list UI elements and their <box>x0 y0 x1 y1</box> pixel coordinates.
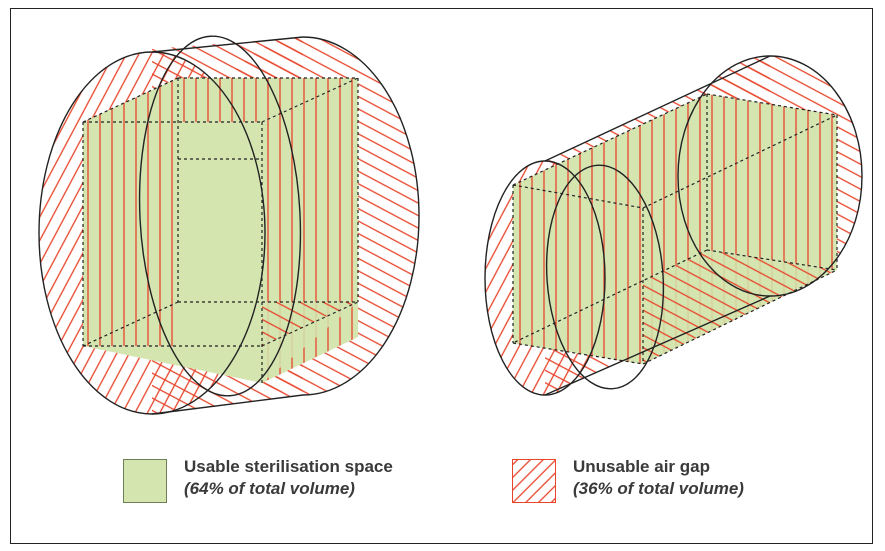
usable-space-title: Usable sterilisation space <box>184 457 393 476</box>
left-cylinder-outline <box>38 35 420 415</box>
air-gap-title: Unusable air gap <box>573 457 710 476</box>
air-gap-legend: Unusable air gap (36% of total volume) <box>573 456 744 500</box>
left-box-top-hatch <box>83 78 358 122</box>
right-cylinder <box>484 55 863 396</box>
air-gap-subtitle: (36% of total volume) <box>573 479 744 498</box>
right-cylinder-outline <box>484 55 863 396</box>
air-gap-swatch <box>512 459 556 503</box>
right-box-front-hatch <box>513 185 643 364</box>
usable-space-swatch <box>123 459 167 503</box>
left-box-hidden-edges <box>82 77 359 383</box>
left-cylinder <box>38 35 420 415</box>
usable-space-subtitle: (64% of total volume) <box>184 479 355 498</box>
right-box-top-hatch <box>513 94 837 208</box>
right-box-hidden-edges <box>512 93 838 365</box>
left-box-front-hatch <box>83 122 178 346</box>
usable-space-legend: Usable sterilisation space (64% of total… <box>184 456 393 500</box>
